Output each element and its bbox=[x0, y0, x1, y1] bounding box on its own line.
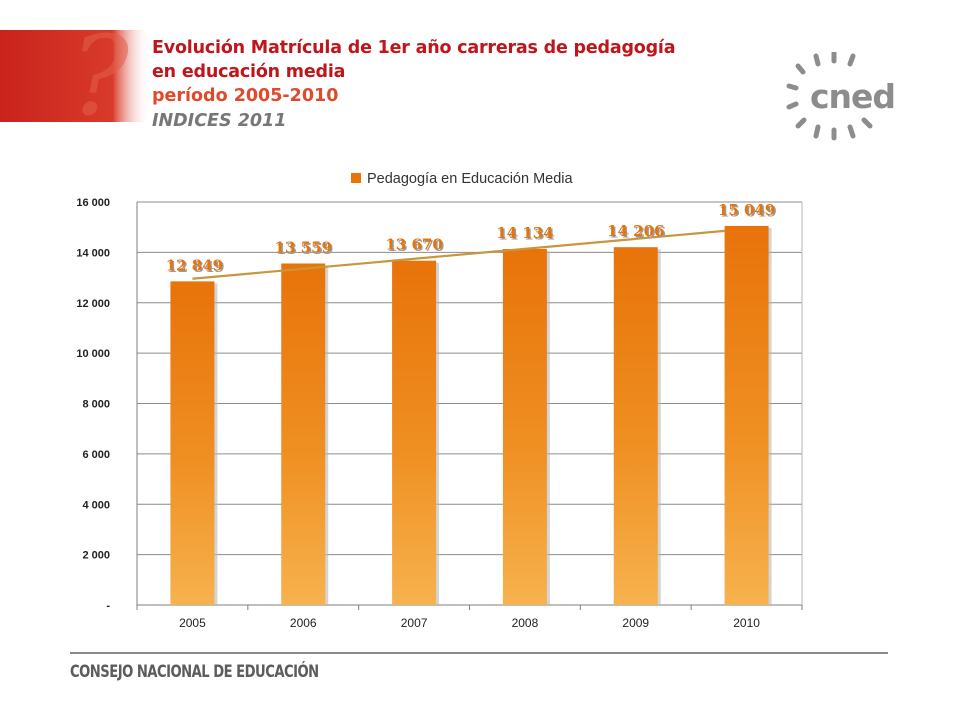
bar-2010 bbox=[724, 225, 769, 605]
title-line-2: en educación media bbox=[152, 62, 346, 82]
corner-question-mark-icon: ? bbox=[0, 30, 150, 122]
data-label-shadow: 12 849 bbox=[167, 258, 224, 276]
bar-2007 bbox=[392, 260, 437, 605]
legend-label: Pedagogía en Educación Media bbox=[367, 171, 574, 187]
logo-text: cned bbox=[810, 77, 895, 116]
title-line-1: Evolución Matrícula de 1er año carreras … bbox=[152, 38, 676, 58]
data-label: 14 134 bbox=[496, 224, 553, 242]
x-tick-label: 2009 bbox=[622, 616, 649, 630]
data-label: 13 670 bbox=[385, 236, 442, 254]
x-tick-label: 2005 bbox=[179, 616, 206, 630]
y-tick-label: 6 000 bbox=[82, 449, 110, 461]
data-label: 14 206 bbox=[607, 222, 664, 240]
data-label-shadow: 13 559 bbox=[276, 240, 333, 258]
data-label-shadow: 14 134 bbox=[498, 225, 555, 243]
data-label-shadow: 15 049 bbox=[719, 202, 776, 220]
svg-text:?: ? bbox=[70, 30, 130, 122]
x-tick-label: 2006 bbox=[290, 616, 317, 630]
bar-2008 bbox=[502, 248, 547, 605]
y-tick-label: 4 000 bbox=[82, 499, 110, 511]
data-label: 15 049 bbox=[718, 201, 775, 219]
bar-2005 bbox=[170, 281, 215, 605]
cned-logo: cned bbox=[786, 52, 896, 141]
bar-2006 bbox=[281, 263, 326, 605]
y-tick-label: 14 000 bbox=[76, 247, 110, 259]
sunburst-logo-icon bbox=[786, 52, 873, 141]
y-tick-label: 16 000 bbox=[76, 197, 110, 209]
y-tick-label: 10 000 bbox=[76, 348, 110, 360]
bar-2009 bbox=[613, 247, 658, 605]
legend-swatch bbox=[351, 173, 361, 183]
x-tick-label: 2007 bbox=[401, 616, 428, 630]
footer-text: CONSEJO NACIONAL DE EDUCACIÓN bbox=[70, 662, 319, 682]
y-tick-label: - bbox=[106, 600, 110, 612]
data-label-shadow: 14 206 bbox=[609, 224, 666, 242]
footer-divider bbox=[70, 652, 888, 654]
x-tick-label: 2010 bbox=[733, 616, 760, 630]
title-indices: INDICES 2011 bbox=[152, 111, 287, 131]
data-label-shadow: 13 670 bbox=[387, 237, 444, 255]
y-tick-label: 2 000 bbox=[82, 550, 110, 562]
trend-line bbox=[192, 229, 725, 280]
y-tick-label: 12 000 bbox=[76, 298, 110, 310]
data-label: 12 849 bbox=[166, 256, 223, 274]
title-period: período 2005-2010 bbox=[152, 86, 339, 106]
data-label: 13 559 bbox=[275, 238, 332, 256]
chart-legend: Pedagogía en Educación Media bbox=[351, 171, 574, 187]
x-tick-label: 2008 bbox=[512, 616, 539, 630]
y-tick-label: 8 000 bbox=[82, 399, 110, 411]
title-block: Evolución Matrícula de 1er año carreras … bbox=[152, 36, 676, 134]
